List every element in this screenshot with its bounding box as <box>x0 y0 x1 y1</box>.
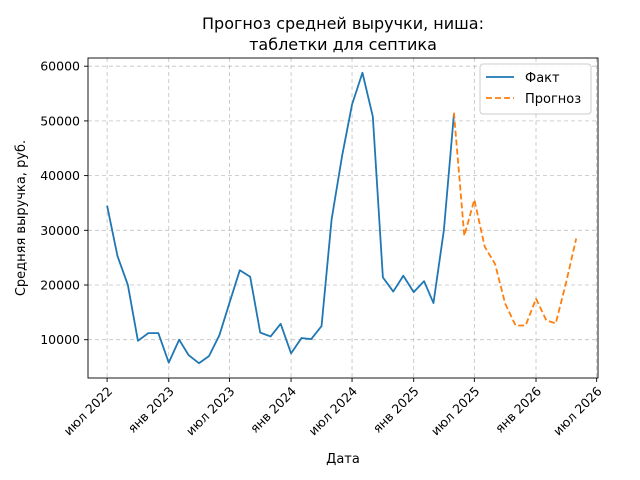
legend: Факт Прогноз <box>479 63 592 115</box>
x-tick-label: янв 2025 <box>370 384 422 436</box>
chart-title-line-1: Прогноз средней выручки, ниша: <box>202 14 484 33</box>
x-tick-label: июл 2025 <box>428 384 483 439</box>
y-tick-label: 10000 <box>40 332 80 347</box>
x-tick-label: янв 2026 <box>492 383 544 435</box>
x-axis-ticks: июл 2022 янв 2023 июл 2023 янв 2024 июл 2024… <box>60 378 605 439</box>
x-tick-label: июл 2023 <box>183 384 238 439</box>
legend-label-forecast: Прогноз <box>525 92 581 107</box>
y-tick-label: 50000 <box>40 113 80 128</box>
plot-frame <box>87 57 599 379</box>
grid-lines <box>88 58 598 378</box>
x-tick-label: июл 2024 <box>305 383 360 438</box>
y-axis-ticks: 10000 20000 30000 40000 50000 60000 <box>40 59 88 347</box>
series-line-fact <box>106 71 455 365</box>
y-tick-label: 30000 <box>40 223 80 238</box>
legend-label-fact: Факт <box>525 71 560 86</box>
x-axis-label: Дата <box>326 452 360 467</box>
y-tick-label: 60000 <box>40 59 80 74</box>
chart-title-line-2: таблетки для септика <box>249 35 437 54</box>
series-line-forecast <box>453 112 578 327</box>
y-tick-label: 40000 <box>40 168 80 183</box>
y-tick-label: 20000 <box>40 278 80 293</box>
x-tick-label: июл 2026 <box>550 383 605 438</box>
series-layer <box>106 71 578 365</box>
y-axis-label: Средняя выручка, руб. <box>14 140 29 296</box>
x-tick-label: янв 2024 <box>247 383 299 435</box>
x-tick-label: янв 2023 <box>125 384 177 436</box>
x-tick-label: июл 2022 <box>60 384 115 439</box>
